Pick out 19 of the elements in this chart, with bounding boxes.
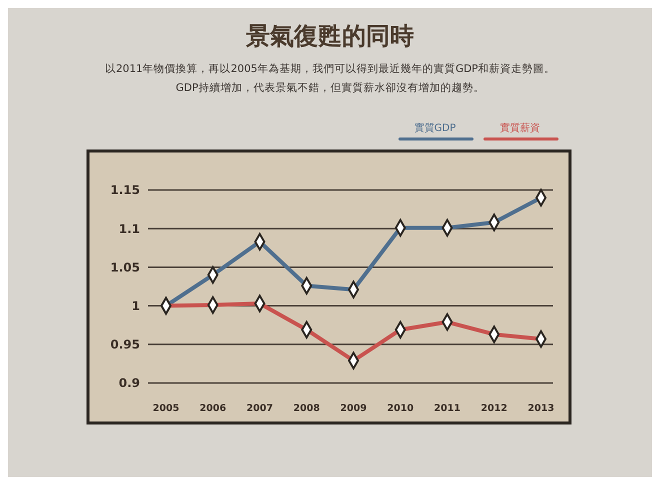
y-tick-label: 1.15 <box>110 183 140 198</box>
x-tick-label: 2007 <box>246 403 273 414</box>
x-tick-label: 2005 <box>152 403 180 414</box>
y-tick-label: 1.1 <box>118 222 140 236</box>
chart-title: 景氣復甦的同時 <box>245 22 414 50</box>
x-tick-label: 2006 <box>200 403 226 414</box>
text: 實質GDP <box>414 122 456 134</box>
x-tick-label: 2009 <box>340 403 367 414</box>
x-tick-label: 2011 <box>434 403 460 414</box>
x-tick-label: 2012 <box>480 403 508 414</box>
y-tick-label: 0.95 <box>110 338 140 352</box>
y-tick-label: 0.9 <box>118 376 140 390</box>
y-tick-label: 1.05 <box>110 260 140 274</box>
x-tick-label: 2010 <box>387 403 414 414</box>
text: 實質薪資 <box>500 122 540 134</box>
y-tick-label: 1 <box>132 299 140 313</box>
x-tick-label: 2008 <box>293 403 320 414</box>
chart-subtitle: 以2011年物價換算，再以2005年為基期，我們可以得到最近幾年的實質GDP和薪資走勢圖。 GDP持續增加，代表景氣不錯，但實質薪水卻沒有增加的趨勢。 <box>105 62 555 94</box>
x-tick-label: 2013 <box>528 403 554 414</box>
